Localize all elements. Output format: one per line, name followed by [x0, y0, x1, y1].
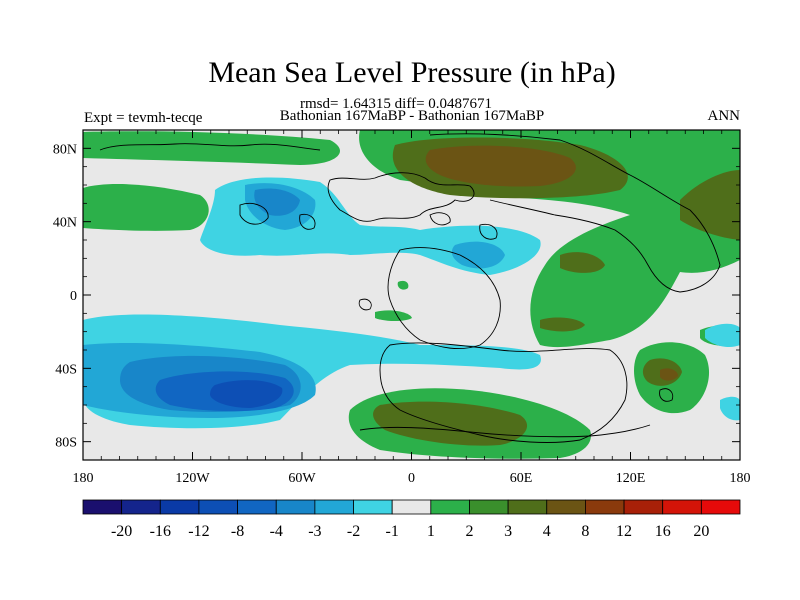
colorbar-swatch [546, 499, 586, 515]
colorbar-label: 16 [655, 523, 671, 540]
colorbar-swatch [121, 499, 161, 515]
field-neg-1-southeast [720, 396, 740, 421]
y-tick-label: 80N [53, 142, 77, 157]
y-tick-label: 40S [55, 362, 77, 377]
colorbar-swatch [623, 499, 664, 515]
y-tick-label: 80S [55, 436, 77, 451]
colorbar-label: -4 [270, 523, 283, 540]
colorbar-swatch [585, 499, 625, 515]
colorbar-label: -16 [150, 523, 171, 540]
colorbar-swatch [82, 499, 123, 515]
field-pos-3-mid [560, 252, 605, 273]
x-tick-label: 180 [73, 471, 94, 486]
colorbar-label: 3 [504, 523, 512, 540]
stats-line: rmsd= 1.64315 diff= 0.0487671 [300, 96, 492, 112]
colorbar-swatch [700, 499, 741, 515]
field-neg-3-north [254, 188, 300, 216]
colorbar-swatch [391, 499, 432, 515]
colorbar-swatch [353, 499, 393, 515]
x-tick-label: 60E [510, 471, 533, 486]
field-neg-1-east [705, 323, 740, 348]
colorbar-label: -12 [188, 523, 209, 540]
field-pos-2-arctic-west [83, 131, 340, 165]
colorbar-swatch [314, 499, 354, 515]
y-tick-label: 0 [70, 289, 77, 304]
coastline-arctic [99, 143, 321, 151]
axis-ticks: 180 120W 60W 0 60E 120E 180 80N 40N 0 40S 80S [53, 130, 751, 486]
field-neg-2-atlantic [451, 241, 505, 269]
colorbar-swatch [275, 499, 316, 515]
colorbar-swatch [198, 499, 238, 515]
colorbar-label: -20 [111, 523, 132, 540]
coastline-north [327, 172, 475, 222]
x-tick-label: 60W [288, 471, 316, 486]
field-pos-2-patch [375, 310, 412, 321]
colorbar-label: -8 [231, 523, 244, 540]
coastline-africa [387, 247, 501, 350]
negative-anomaly-fields [83, 177, 740, 429]
colorbar-label: 20 [693, 523, 709, 540]
colorbar-label: -3 [308, 523, 321, 540]
coastline-east-asia [429, 133, 721, 293]
season-label: ANN [708, 108, 741, 124]
colorbar-swatch [507, 499, 548, 515]
experiment-label: Expt = tevmh-tecqe [84, 110, 203, 126]
field-pos-3-south [373, 401, 528, 446]
chart-title: Mean Sea Level Pressure (in hPa) [208, 56, 615, 89]
colorbar-swatch [469, 499, 509, 515]
colorbar-label: 4 [543, 523, 551, 540]
map-plot-area [83, 130, 740, 460]
colorbar-label: 8 [581, 523, 589, 540]
colorbar-label: -1 [386, 523, 399, 540]
colorbar-swatch [430, 499, 470, 515]
colorbar-label: 2 [465, 523, 473, 540]
colorbar-swatch [159, 499, 200, 515]
field-pos-3-northeast [680, 170, 740, 240]
coastlines [99, 133, 721, 443]
coastline-gondwana [379, 342, 628, 443]
period-label: Bathonian 167MaBP - Bathonian 167MaBP [280, 108, 544, 124]
x-tick-label: 180 [730, 471, 751, 486]
field-pos-3-equator [540, 317, 585, 332]
coastline-south-pole [359, 424, 651, 438]
y-tick-label: 40N [53, 216, 77, 231]
field-pos-4-north [425, 145, 576, 187]
field-pos-4-east [660, 368, 678, 381]
x-tick-label: 120E [616, 471, 646, 486]
colorbar-label: 12 [616, 523, 632, 540]
x-tick-label: 0 [408, 471, 415, 486]
colorbar-label: -2 [347, 523, 360, 540]
field-pos-2-west [83, 184, 209, 231]
field-neg-8-south [210, 380, 283, 408]
x-tick-label: 120W [175, 471, 210, 486]
colorbar-swatch [662, 499, 702, 515]
colorbar: -20 -16 -12 -8 -4 -3 -2 -1 1 2 3 4 8 12 16 20 [82, 499, 741, 540]
colorbar-label: 1 [427, 523, 435, 540]
coastline-islands [239, 203, 674, 402]
field-pos-2-islet [397, 280, 409, 290]
colorbar-swatch [237, 499, 277, 515]
